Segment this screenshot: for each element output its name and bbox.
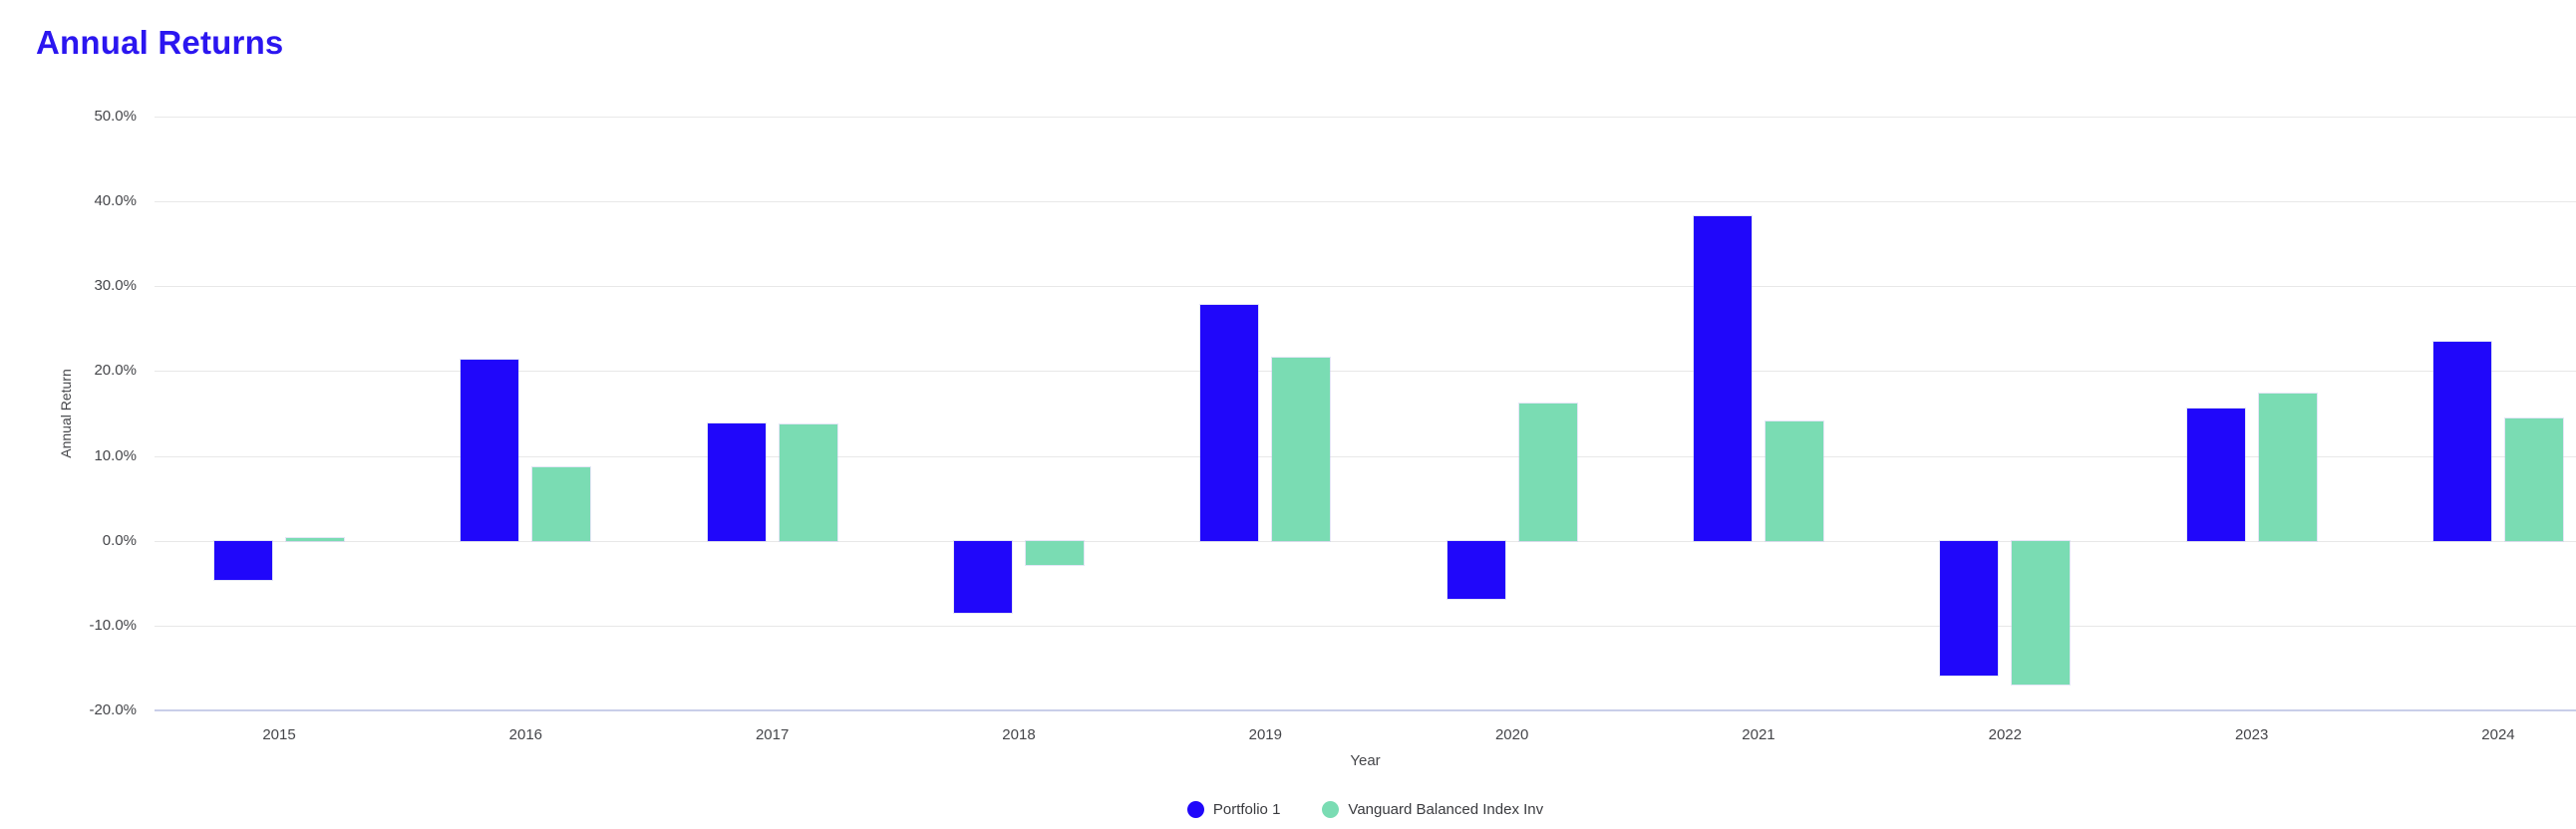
bar-portfolio-1-2016[interactable] (461, 359, 519, 541)
bar-portfolio-1-2018[interactable] (953, 540, 1012, 614)
gridline-40.0% (155, 201, 2576, 203)
x-axis-tick-label-2023: 2023 (2234, 726, 2269, 743)
x-axis-tick-label-2022: 2022 (1988, 726, 2022, 743)
bar-portfolio-1-2017[interactable] (707, 423, 766, 541)
y-axis-tick-label-40-0: 40.0% (94, 192, 137, 210)
gridline-20.0% (155, 371, 2576, 373)
bar-vanguard-balanced-index-inv-2022[interactable] (2012, 540, 2071, 685)
x-axis-tick-label-2017: 2017 (755, 726, 790, 743)
bar-portfolio-1-2024[interactable] (2432, 341, 2491, 541)
bar-portfolio-1-2015[interactable] (214, 540, 272, 580)
y-axis-tick-label-0-0: 0.0% (102, 531, 137, 549)
y-axis-tick-label-10-0: 10.0% (94, 446, 137, 464)
chart-title: Annual Returns (36, 24, 284, 61)
y-axis-tick-label-20-0: 20.0% (94, 362, 137, 380)
bar-portfolio-1-2022[interactable] (1940, 540, 1999, 677)
legend-item-vanguard-balanced-index-inv[interactable]: Vanguard Balanced Index Inv (1322, 800, 1544, 818)
bar-vanguard-balanced-index-inv-2018[interactable] (1025, 540, 1084, 565)
y-axis-tick-label-30-0: 30.0% (94, 277, 137, 295)
bar-vanguard-balanced-index-inv-2023[interactable] (2258, 393, 2317, 541)
y-axis-tick-labels: 50.0% 40.0% 30.0% 20.0% 10.0% 0.0% -10.0% -20.0… (0, 109, 137, 718)
bar-vanguard-balanced-index-inv-2015[interactable] (286, 538, 344, 541)
x-axis-tick-label-2019: 2019 (1248, 726, 1282, 743)
x-axis-title: Year (1350, 752, 1381, 769)
bar-vanguard-balanced-index-inv-2016[interactable] (532, 467, 591, 541)
plot-area: 2015 2016 2017 2018 2019 2020 2021 2022 2023 2024 (155, 117, 2576, 743)
gridline-10.0% (155, 455, 2576, 457)
x-axis-tick-label-2015: 2015 (262, 726, 296, 743)
x-axis-baseline (155, 709, 2576, 711)
x-axis-tick-label-2021: 2021 (1742, 726, 1775, 743)
bar-vanguard-balanced-index-inv-2020[interactable] (1518, 403, 1577, 541)
y-axis-tick-label-50-0: 50.0% (94, 108, 137, 125)
gridline-30.0% (155, 286, 2576, 288)
bar-portfolio-1-2020[interactable] (1447, 540, 1505, 600)
bar-portfolio-1-2021[interactable] (1693, 216, 1752, 541)
bar-vanguard-balanced-index-inv-2019[interactable] (1272, 357, 1331, 541)
legend-label: Vanguard Balanced Index Inv (1348, 800, 1544, 818)
bar-vanguard-balanced-index-inv-2021[interactable] (1765, 420, 1823, 541)
gridline--10.0% (155, 625, 2576, 627)
y-axis-tick-label-10-0: -10.0% (89, 616, 137, 634)
legend-item-portfolio-1[interactable]: Portfolio 1 (1186, 800, 1281, 818)
x-axis-tick-label-2024: 2024 (2481, 726, 2515, 743)
bar-portfolio-1-2023[interactable] (2186, 408, 2245, 541)
y-axis-tick-label-20-0: -20.0% (89, 701, 137, 718)
x-axis-tick-label-2016: 2016 (508, 726, 543, 743)
bar-portfolio-1-2019[interactable] (1200, 305, 1259, 541)
legend-dot-icon (1186, 800, 1204, 818)
gridline-0.0% (155, 540, 2576, 542)
bar-vanguard-balanced-index-inv-2017[interactable] (779, 424, 837, 541)
legend-dot-icon (1322, 800, 1340, 818)
bar-vanguard-balanced-index-inv-2024[interactable] (2504, 418, 2563, 541)
gridline-50.0% (155, 117, 2576, 118)
legend: Portfolio 1 Vanguard Balanced Index Inv (155, 796, 2576, 822)
x-axis-tick-label-2020: 2020 (1494, 726, 1529, 743)
x-axis-tick-label-2018: 2018 (1002, 726, 1036, 743)
legend-label: Portfolio 1 (1212, 800, 1281, 818)
